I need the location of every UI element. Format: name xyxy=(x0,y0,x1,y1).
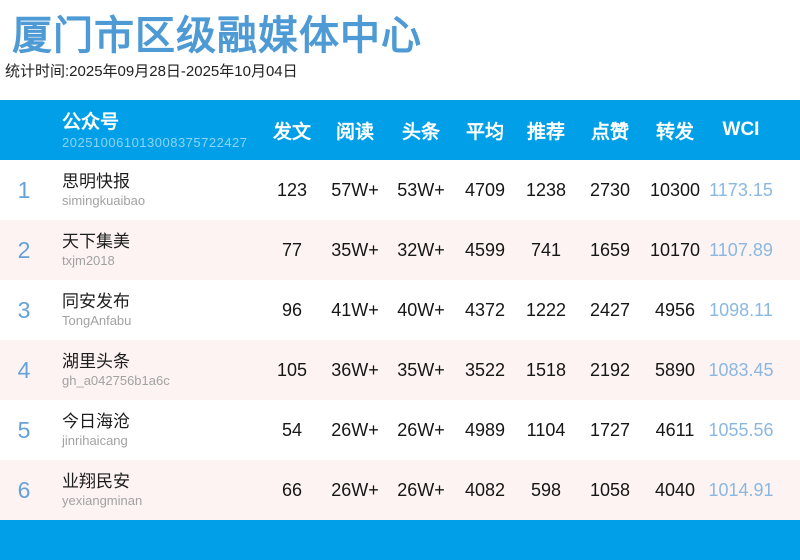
table-header-row: 公众号 202510061013008375722427 发文 阅读 头条 平均… xyxy=(0,100,800,160)
ranking-table: 公众号 202510061013008375722427 发文 阅读 头条 平均… xyxy=(0,100,800,520)
table-row: 2 天下集美 txjm2018 77 35W+ 32W+ 4599 741 16… xyxy=(0,220,800,280)
account-cell: 天下集美 txjm2018 xyxy=(48,220,262,280)
shares-cell: 10300 xyxy=(649,179,701,200)
reads-cell: 57W+ xyxy=(331,179,379,200)
table-row: 4 湖里头条 gh_a042756b1a6c 105 36W+ 35W+ 352… xyxy=(0,340,800,400)
reads-cell: 41W+ xyxy=(331,299,379,320)
likes-cell: 2192 xyxy=(589,359,631,380)
account-cell: 湖里头条 gh_a042756b1a6c xyxy=(48,340,262,400)
shares-cell: 4611 xyxy=(655,419,695,440)
headline-cell: 40W+ xyxy=(397,299,445,320)
table-row: 5 今日海沧 jinrihaicang 54 26W+ 26W+ 4989 11… xyxy=(0,400,800,460)
account-name: 湖里头条 xyxy=(62,352,130,371)
table-row: 6 业翔民安 yexiangminan 66 26W+ 26W+ 4082 59… xyxy=(0,460,800,520)
recommend-cell: 741 xyxy=(530,239,562,260)
stat-period: 统计时间:2025年09月28日-2025年10月04日 xyxy=(5,63,298,80)
reads-cell: 26W+ xyxy=(331,479,379,500)
account-id: gh_a042756b1a6c xyxy=(62,373,170,388)
wci-cell: 1083.45 xyxy=(708,359,774,380)
likes-cell: 1727 xyxy=(589,419,631,440)
recommend-cell: 1518 xyxy=(525,359,567,380)
account-name: 天下集美 xyxy=(62,232,130,251)
posts-cell: 105 xyxy=(276,359,308,380)
table-row: 1 思明快报 simingkuaibao 123 57W+ 53W+ 4709 … xyxy=(0,160,800,220)
wci-column-header: WCI xyxy=(706,100,800,160)
reads-cell: 26W+ xyxy=(331,419,379,440)
recommend-cell: 1238 xyxy=(525,179,567,200)
average-cell: 4599 xyxy=(464,239,506,260)
posts-column-header: 发文 xyxy=(262,100,322,160)
table-row: 3 同安发布 TongAnfabu 96 41W+ 40W+ 4372 1222… xyxy=(0,280,800,340)
shares-cell: 4040 xyxy=(654,479,696,500)
posts-cell: 123 xyxy=(276,179,308,200)
recommend-cell: 598 xyxy=(530,479,562,500)
rank-cell: 4 xyxy=(17,356,31,383)
recommend-cell: 1222 xyxy=(525,299,567,320)
account-column-header: 公众号 202510061013008375722427 xyxy=(48,100,262,160)
likes-cell: 1058 xyxy=(589,479,631,500)
account-cell: 同安发布 TongAnfabu xyxy=(48,280,262,340)
reads-cell: 35W+ xyxy=(331,239,379,260)
shares-cell: 5890 xyxy=(654,359,696,380)
rank-cell: 3 xyxy=(17,296,31,323)
account-cell: 思明快报 simingkuaibao xyxy=(48,160,262,220)
account-name: 今日海沧 xyxy=(62,412,130,431)
rank-column-header xyxy=(0,100,48,160)
rank-cell: 1 xyxy=(17,176,31,203)
account-name: 业翔民安 xyxy=(62,472,130,491)
rank-cell: 6 xyxy=(17,476,31,503)
wci-cell: 1098.11 xyxy=(709,299,773,320)
average-cell: 4709 xyxy=(464,179,506,200)
shares-cell: 4956 xyxy=(654,299,696,320)
posts-cell: 77 xyxy=(281,239,303,260)
headline-cell: 26W+ xyxy=(397,479,445,500)
reads-cell: 36W+ xyxy=(331,359,379,380)
likes-cell: 2730 xyxy=(589,179,631,200)
account-id: TongAnfabu xyxy=(62,313,132,328)
average-cell: 4372 xyxy=(464,299,506,320)
account-id: jinrihaicang xyxy=(62,433,128,448)
posts-cell: 66 xyxy=(281,479,303,500)
page-title: 厦门市区级融媒体中心 xyxy=(12,14,422,58)
headline-cell: 35W+ xyxy=(397,359,445,380)
shares-column-header: 转发 xyxy=(644,100,706,160)
headline-cell: 26W+ xyxy=(397,419,445,440)
wci-cell: 1173.15 xyxy=(709,179,773,200)
report-header: 厦门市区级融媒体中心 统计时间:2025年09月28日-2025年10月04日 xyxy=(0,0,800,100)
account-cell: 业翔民安 yexiangminan xyxy=(48,460,262,520)
headline-cell: 32W+ xyxy=(397,239,445,260)
rank-cell: 2 xyxy=(17,236,31,263)
likes-cell: 2427 xyxy=(589,299,631,320)
footer-bar xyxy=(0,520,800,560)
average-cell: 3522 xyxy=(464,359,506,380)
recommend-cell: 1104 xyxy=(526,419,566,440)
account-id: simingkuaibao xyxy=(62,193,146,208)
wci-cell: 1055.56 xyxy=(708,419,774,440)
average-column-header: 平均 xyxy=(454,100,516,160)
headline-cell: 53W+ xyxy=(397,179,445,200)
likes-cell: 1659 xyxy=(589,239,631,260)
headline-column-header: 头条 xyxy=(388,100,454,160)
account-id: txjm2018 xyxy=(62,253,115,268)
posts-cell: 54 xyxy=(281,419,303,440)
account-name: 同安发布 xyxy=(62,292,130,311)
rank-cell: 5 xyxy=(17,416,31,443)
average-cell: 4989 xyxy=(464,419,506,440)
wci-cell: 1107.89 xyxy=(709,239,773,260)
average-cell: 4082 xyxy=(464,479,506,500)
account-column-label: 公众号 xyxy=(62,111,120,133)
watermark-timestamp: 202510061013008375722427 xyxy=(62,134,248,150)
account-id: yexiangminan xyxy=(62,493,143,508)
wci-cell: 1014.91 xyxy=(708,479,774,500)
account-name: 思明快报 xyxy=(62,172,130,191)
shares-cell: 10170 xyxy=(649,239,701,260)
reads-column-header: 阅读 xyxy=(322,100,388,160)
posts-cell: 96 xyxy=(281,299,303,320)
account-cell: 今日海沧 jinrihaicang xyxy=(48,400,262,460)
recommend-column-header: 推荐 xyxy=(516,100,576,160)
likes-column-header: 点赞 xyxy=(576,100,644,160)
